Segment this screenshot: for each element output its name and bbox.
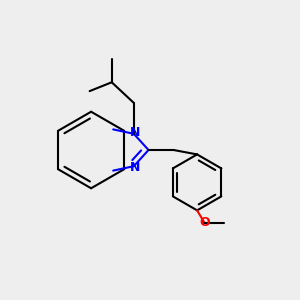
- Text: O: O: [199, 216, 210, 229]
- Text: N: N: [130, 126, 140, 139]
- Text: N: N: [130, 161, 140, 174]
